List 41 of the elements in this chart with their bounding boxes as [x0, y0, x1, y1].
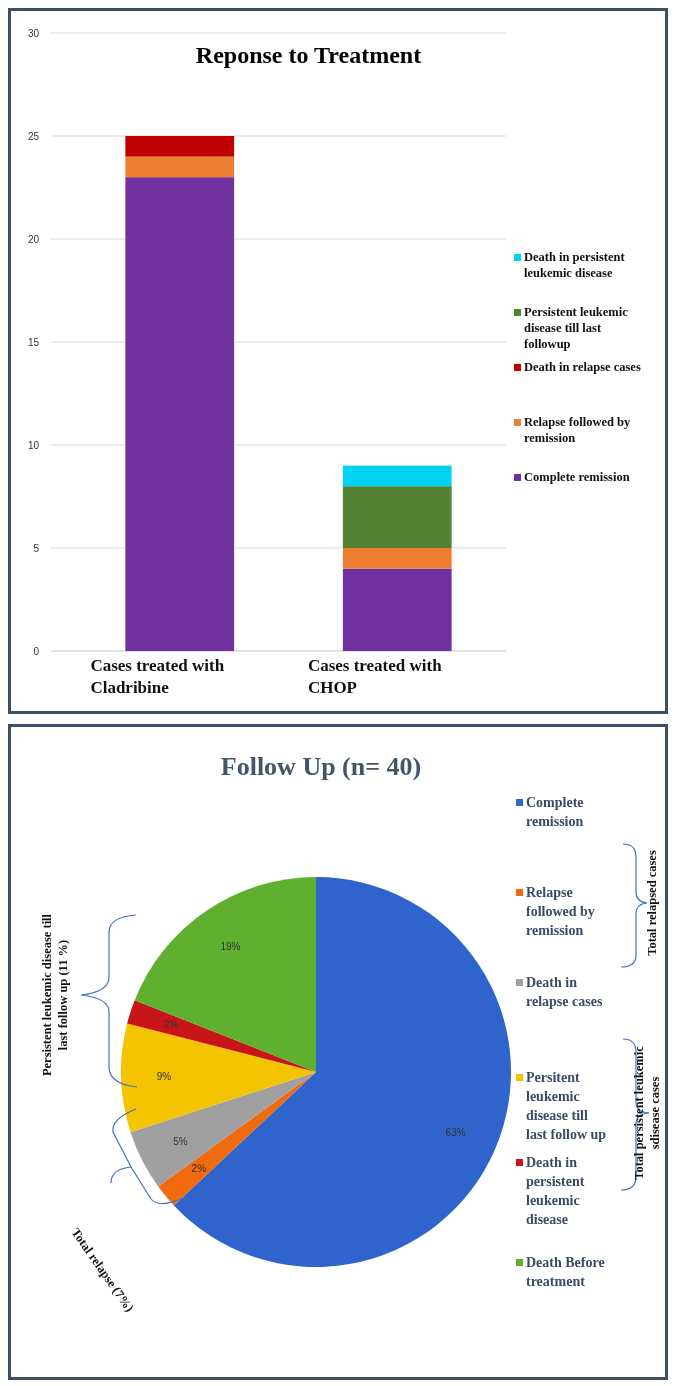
text: Total relapsed cases [645, 850, 659, 956]
data-label: 9% [156, 1071, 172, 1083]
data-label: 2% [164, 1019, 179, 1031]
pie-slice [130, 1072, 316, 1187]
data-label: 19% [220, 940, 241, 952]
bar [342, 465, 452, 487]
bar [342, 548, 452, 569]
y-tick-label: 25 [27, 130, 40, 142]
y-tick-label: 10 [27, 439, 40, 451]
legend-label: Death in persistent leukemic disease [526, 1155, 585, 1227]
y-tick-label: 15 [27, 336, 40, 348]
pie-slice [127, 1000, 316, 1072]
y-tick-label: 5 [33, 542, 40, 554]
x-tick-label: Cases treated with CHOP [307, 656, 443, 697]
legend-label: Death Before treatment [526, 1255, 605, 1289]
legend-label: Persitent leukemic disease till last follow up [526, 1070, 607, 1142]
y-tick-label: 30 [27, 27, 40, 39]
text: Persistent leukemic disease till last follow up (11 %) [40, 913, 70, 1077]
legend-label: Complete remission [526, 795, 584, 829]
bar [125, 156, 235, 178]
bar [342, 568, 452, 651]
legend-label: Death in persistent leukemic disease [524, 250, 626, 280]
data-label: 2% [191, 1163, 207, 1175]
legend-label: Persistent leukemic disease till last followup [524, 305, 629, 351]
text: Total persistent leukemic sdisease cases [632, 1045, 662, 1180]
chart-title: Reponse to Treatment [195, 42, 422, 68]
legend-label: Complete remission [524, 470, 630, 484]
y-tick-label: 20 [27, 233, 40, 245]
pie-slice [134, 877, 316, 1072]
bar [125, 136, 235, 157]
bar [342, 486, 452, 548]
data-label: 5% [173, 1135, 188, 1147]
x-tick-label: Cases treated with Cladribine [90, 656, 225, 697]
chart-title: Follow Up (n= 40) [220, 752, 422, 781]
legend-label: Death in relapse cases [524, 360, 641, 374]
y-tick-label: 0 [33, 645, 40, 657]
legend-label: Death in relapse cases [526, 975, 603, 1009]
legend-label: Relapse followed by remission [526, 885, 595, 938]
legend-label: Relapse followed by remission [524, 415, 631, 445]
data-label: 63% [445, 1126, 466, 1138]
bar [125, 177, 235, 651]
